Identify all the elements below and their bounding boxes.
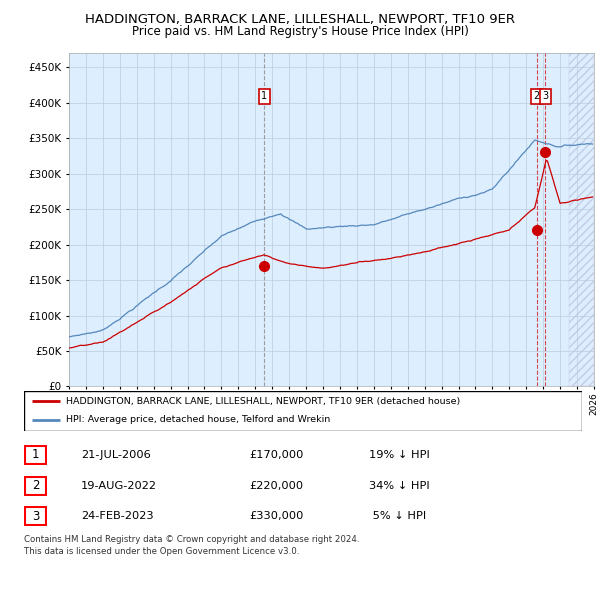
Text: £170,000: £170,000 [249,450,304,460]
Text: Contains HM Land Registry data © Crown copyright and database right 2024.
This d: Contains HM Land Registry data © Crown c… [24,535,359,556]
Text: 19-AUG-2022: 19-AUG-2022 [81,481,157,490]
Text: HADDINGTON, BARRACK LANE, LILLESHALL, NEWPORT, TF10 9ER: HADDINGTON, BARRACK LANE, LILLESHALL, NE… [85,13,515,26]
Text: 24-FEB-2023: 24-FEB-2023 [81,512,154,521]
Text: 3: 3 [32,510,39,523]
Text: Price paid vs. HM Land Registry's House Price Index (HPI): Price paid vs. HM Land Registry's House … [131,25,469,38]
Text: 21-JUL-2006: 21-JUL-2006 [81,450,151,460]
Text: 2: 2 [32,479,39,492]
Text: £220,000: £220,000 [249,481,303,490]
Text: HPI: Average price, detached house, Telford and Wrekin: HPI: Average price, detached house, Telf… [66,415,330,424]
Text: 1: 1 [32,448,39,461]
Text: 1: 1 [262,91,268,101]
Text: £330,000: £330,000 [249,512,304,521]
Text: 2: 2 [534,91,540,101]
Text: 5% ↓ HPI: 5% ↓ HPI [369,512,426,521]
Text: HADDINGTON, BARRACK LANE, LILLESHALL, NEWPORT, TF10 9ER (detached house): HADDINGTON, BARRACK LANE, LILLESHALL, NE… [66,397,460,406]
Text: 19% ↓ HPI: 19% ↓ HPI [369,450,430,460]
Text: 3: 3 [542,91,548,101]
Text: 34% ↓ HPI: 34% ↓ HPI [369,481,430,490]
